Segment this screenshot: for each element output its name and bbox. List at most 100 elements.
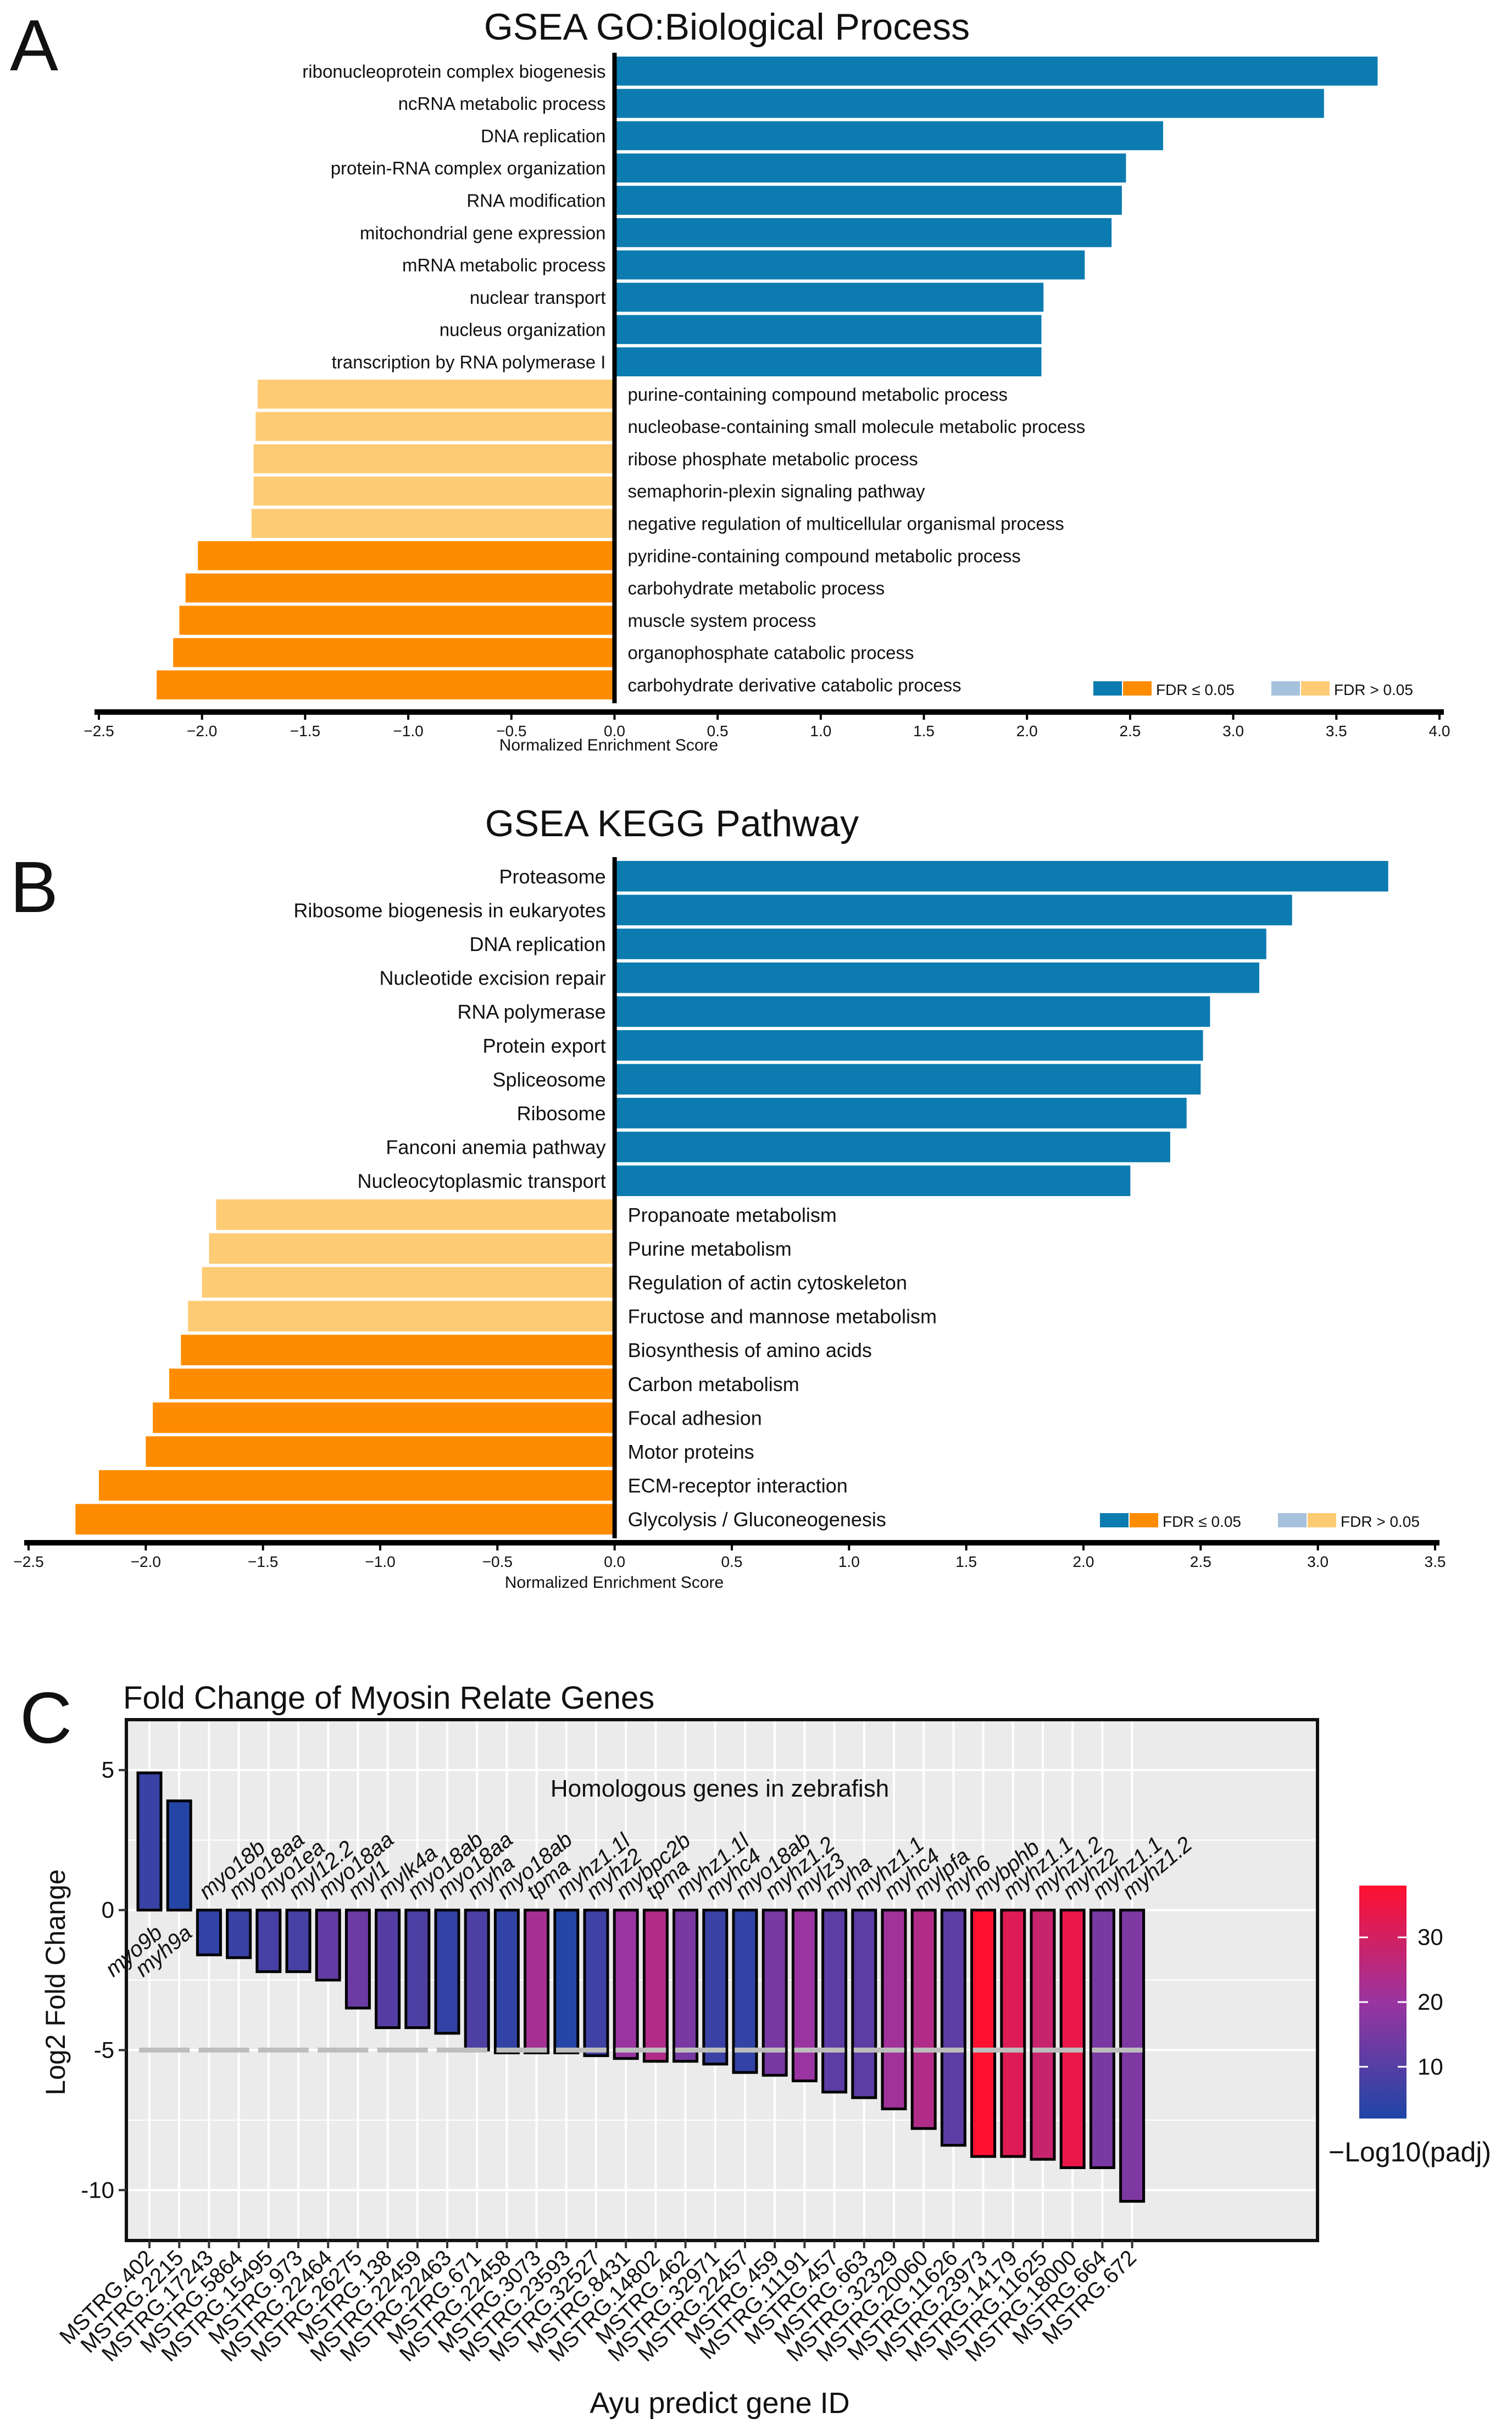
x-tick-label-B-4: −0.5 [482, 1553, 513, 1570]
bar-C-31 [1059, 1909, 1086, 2169]
bar-C-26 [910, 1909, 937, 2130]
bar-C-27 [940, 1909, 966, 2147]
y-tick-label-C-0: 5 [102, 1757, 114, 1783]
colorbar-tick-label-1: 20 [1418, 1989, 1443, 2015]
bar-B-19 [75, 1504, 615, 1535]
chart-title-c: Fold Change of Myosin Relate Genes [123, 1680, 654, 1716]
x-tick-label-A-12: 3.5 [1326, 722, 1347, 740]
bar-C-9 [404, 1909, 431, 2030]
bar-label-A-4: RNA modification [466, 190, 605, 210]
bar-label-A-17: muscle system process [627, 610, 816, 631]
y-tick-label-C-2: -5 [94, 2037, 114, 2062]
bar-B-1 [614, 894, 1292, 926]
y-axis-c: 5 0 -5 -10 [81, 1757, 126, 2203]
x-axis-label-b: Normalized Enrichment Score [505, 1574, 724, 1592]
bar-B-15 [169, 1369, 615, 1399]
bar-A-2 [614, 121, 1163, 151]
bar-C-20 [732, 1909, 758, 2074]
x-tick-label-A-8: 1.5 [913, 722, 935, 740]
legend-swatch-down-sig-b [1130, 1513, 1158, 1527]
bar-label-A-2: DNA replication [481, 126, 605, 146]
bar-A-16 [185, 573, 615, 603]
bar-label-A-15: pyridine-containing compound metabolic p… [627, 546, 1020, 566]
bar-label-B-18: ECM-receptor interaction [628, 1475, 848, 1497]
bar-B-4 [614, 996, 1210, 1027]
chart-title-a: GSEA GO:Biological Process [484, 6, 970, 48]
x-tick-label-B-10: 2.5 [1190, 1553, 1211, 1570]
bar-A-9 [614, 347, 1042, 376]
legend-label-ns-b: FDR > 0.05 [1341, 1513, 1420, 1530]
legend-a: FDR ≤ 0.05 FDR > 0.05 [1093, 681, 1413, 698]
x-tick-label-A-4: −0.5 [496, 722, 526, 740]
plot-border-c [125, 1718, 1319, 2242]
bar-label-A-9: transcription by RNA polymerase I [332, 352, 606, 372]
bar-C-13 [524, 1909, 550, 2055]
bar-label-A-18: organophosphate catabolic process [627, 643, 914, 663]
bar-A-11 [255, 412, 615, 441]
bar-label-A-7: nuclear transport [470, 287, 606, 308]
bar-label-B-7: Ribosome [517, 1102, 606, 1125]
bar-A-5 [614, 218, 1112, 247]
x-axis-c: MSTRG.402MSTRG.2215MSTRG.17243MSTRG.5864… [55, 2241, 1141, 2366]
bar-C-11 [464, 1909, 490, 2052]
bar-label-A-13: semaphorin-plexin signaling pathway [627, 481, 925, 502]
bar-label-A-12: ribose phosphate metabolic process [627, 449, 918, 469]
panel-a: A GSEA GO:Biological Process ribonucleop… [10, 5, 1450, 754]
bar-label-B-15: Carbon metabolism [628, 1373, 799, 1396]
legend-label-sig-a: FDR ≤ 0.05 [1156, 681, 1235, 698]
bar-label-B-6: Spliceosome [493, 1068, 606, 1091]
bar-label-B-3: Nucleotide excision repair [379, 967, 605, 989]
x-tick-label-B-8: 1.5 [955, 1553, 977, 1570]
bar-C-1 [166, 1799, 192, 1912]
bar-C-4 [255, 1909, 282, 1973]
bar-A-4 [614, 186, 1122, 215]
bar-C-32 [1089, 1909, 1115, 2169]
y-tick-label-C-3: -10 [81, 2177, 114, 2203]
panel-letter-a: A [10, 5, 58, 86]
bar-C-12 [493, 1909, 520, 2055]
x-tick-label-A-10: 2.5 [1119, 722, 1141, 740]
bar-A-10 [258, 380, 615, 409]
bar-label-B-16: Focal adhesion [628, 1406, 762, 1429]
bar-label-B-0: Proteasome [499, 865, 606, 888]
x-tick-label-A-1: −2.0 [187, 722, 217, 740]
bar-label-B-8: Fanconi anemia pathway [386, 1136, 605, 1159]
bar-label-A-19: carbohydrate derivative catabolic proces… [627, 675, 961, 695]
bar-B-9 [614, 1165, 1131, 1196]
x-tick-label-B-11: 3.0 [1307, 1553, 1328, 1570]
bar-label-B-9: Nucleocytoplasmic transport [357, 1170, 605, 1192]
bar-C-3 [226, 1909, 252, 1959]
bar-label-A-10: purine-containing compound metabolic pro… [627, 384, 1008, 404]
bar-C-8 [375, 1909, 401, 2030]
bar-label-A-5: mitochondrial gene expression [360, 223, 606, 243]
x-axis-label-c: Ayu predict gene ID [590, 2387, 849, 2420]
bar-label-B-5: Protein export [483, 1035, 606, 1057]
legend-swatch-down-ns-b [1308, 1513, 1336, 1527]
x-tick-label-B-5: 0.0 [604, 1553, 625, 1570]
bar-B-13 [188, 1300, 615, 1332]
bar-C-17 [642, 1909, 669, 2063]
bar-B-8 [614, 1131, 1170, 1163]
bar-C-30 [1030, 1909, 1056, 2161]
bar-A-3 [614, 153, 1126, 183]
colorbar-tick-label-2: 30 [1418, 1924, 1443, 1950]
bar-A-0 [614, 57, 1378, 86]
x-tick-label-A-2: −1.5 [290, 722, 320, 740]
legend-label-ns-a: FDR > 0.05 [1334, 681, 1413, 698]
bar-C-14 [553, 1909, 580, 2055]
bar-A-1 [614, 88, 1324, 118]
x-tick-label-A-3: −1.0 [393, 722, 423, 740]
bar-B-3 [614, 962, 1259, 993]
bar-B-11 [209, 1233, 615, 1264]
bar-A-19 [157, 670, 615, 699]
bar-A-8 [614, 315, 1042, 344]
bar-label-B-10: Propanoate metabolism [628, 1204, 837, 1226]
x-tick-label-A-9: 2.0 [1016, 722, 1038, 740]
x-tick-label-B-9: 2.0 [1073, 1553, 1094, 1570]
bar-label-B-12: Regulation of actin cytoskeleton [628, 1271, 907, 1294]
bar-C-5 [285, 1909, 312, 1973]
x-axis-label-a: Normalized Enrichment Score [499, 736, 718, 754]
x-tick-label-A-0: −2.5 [84, 722, 114, 740]
bar-label-B-13: Fructose and mannose metabolism [628, 1305, 937, 1328]
bar-A-18 [173, 638, 615, 668]
